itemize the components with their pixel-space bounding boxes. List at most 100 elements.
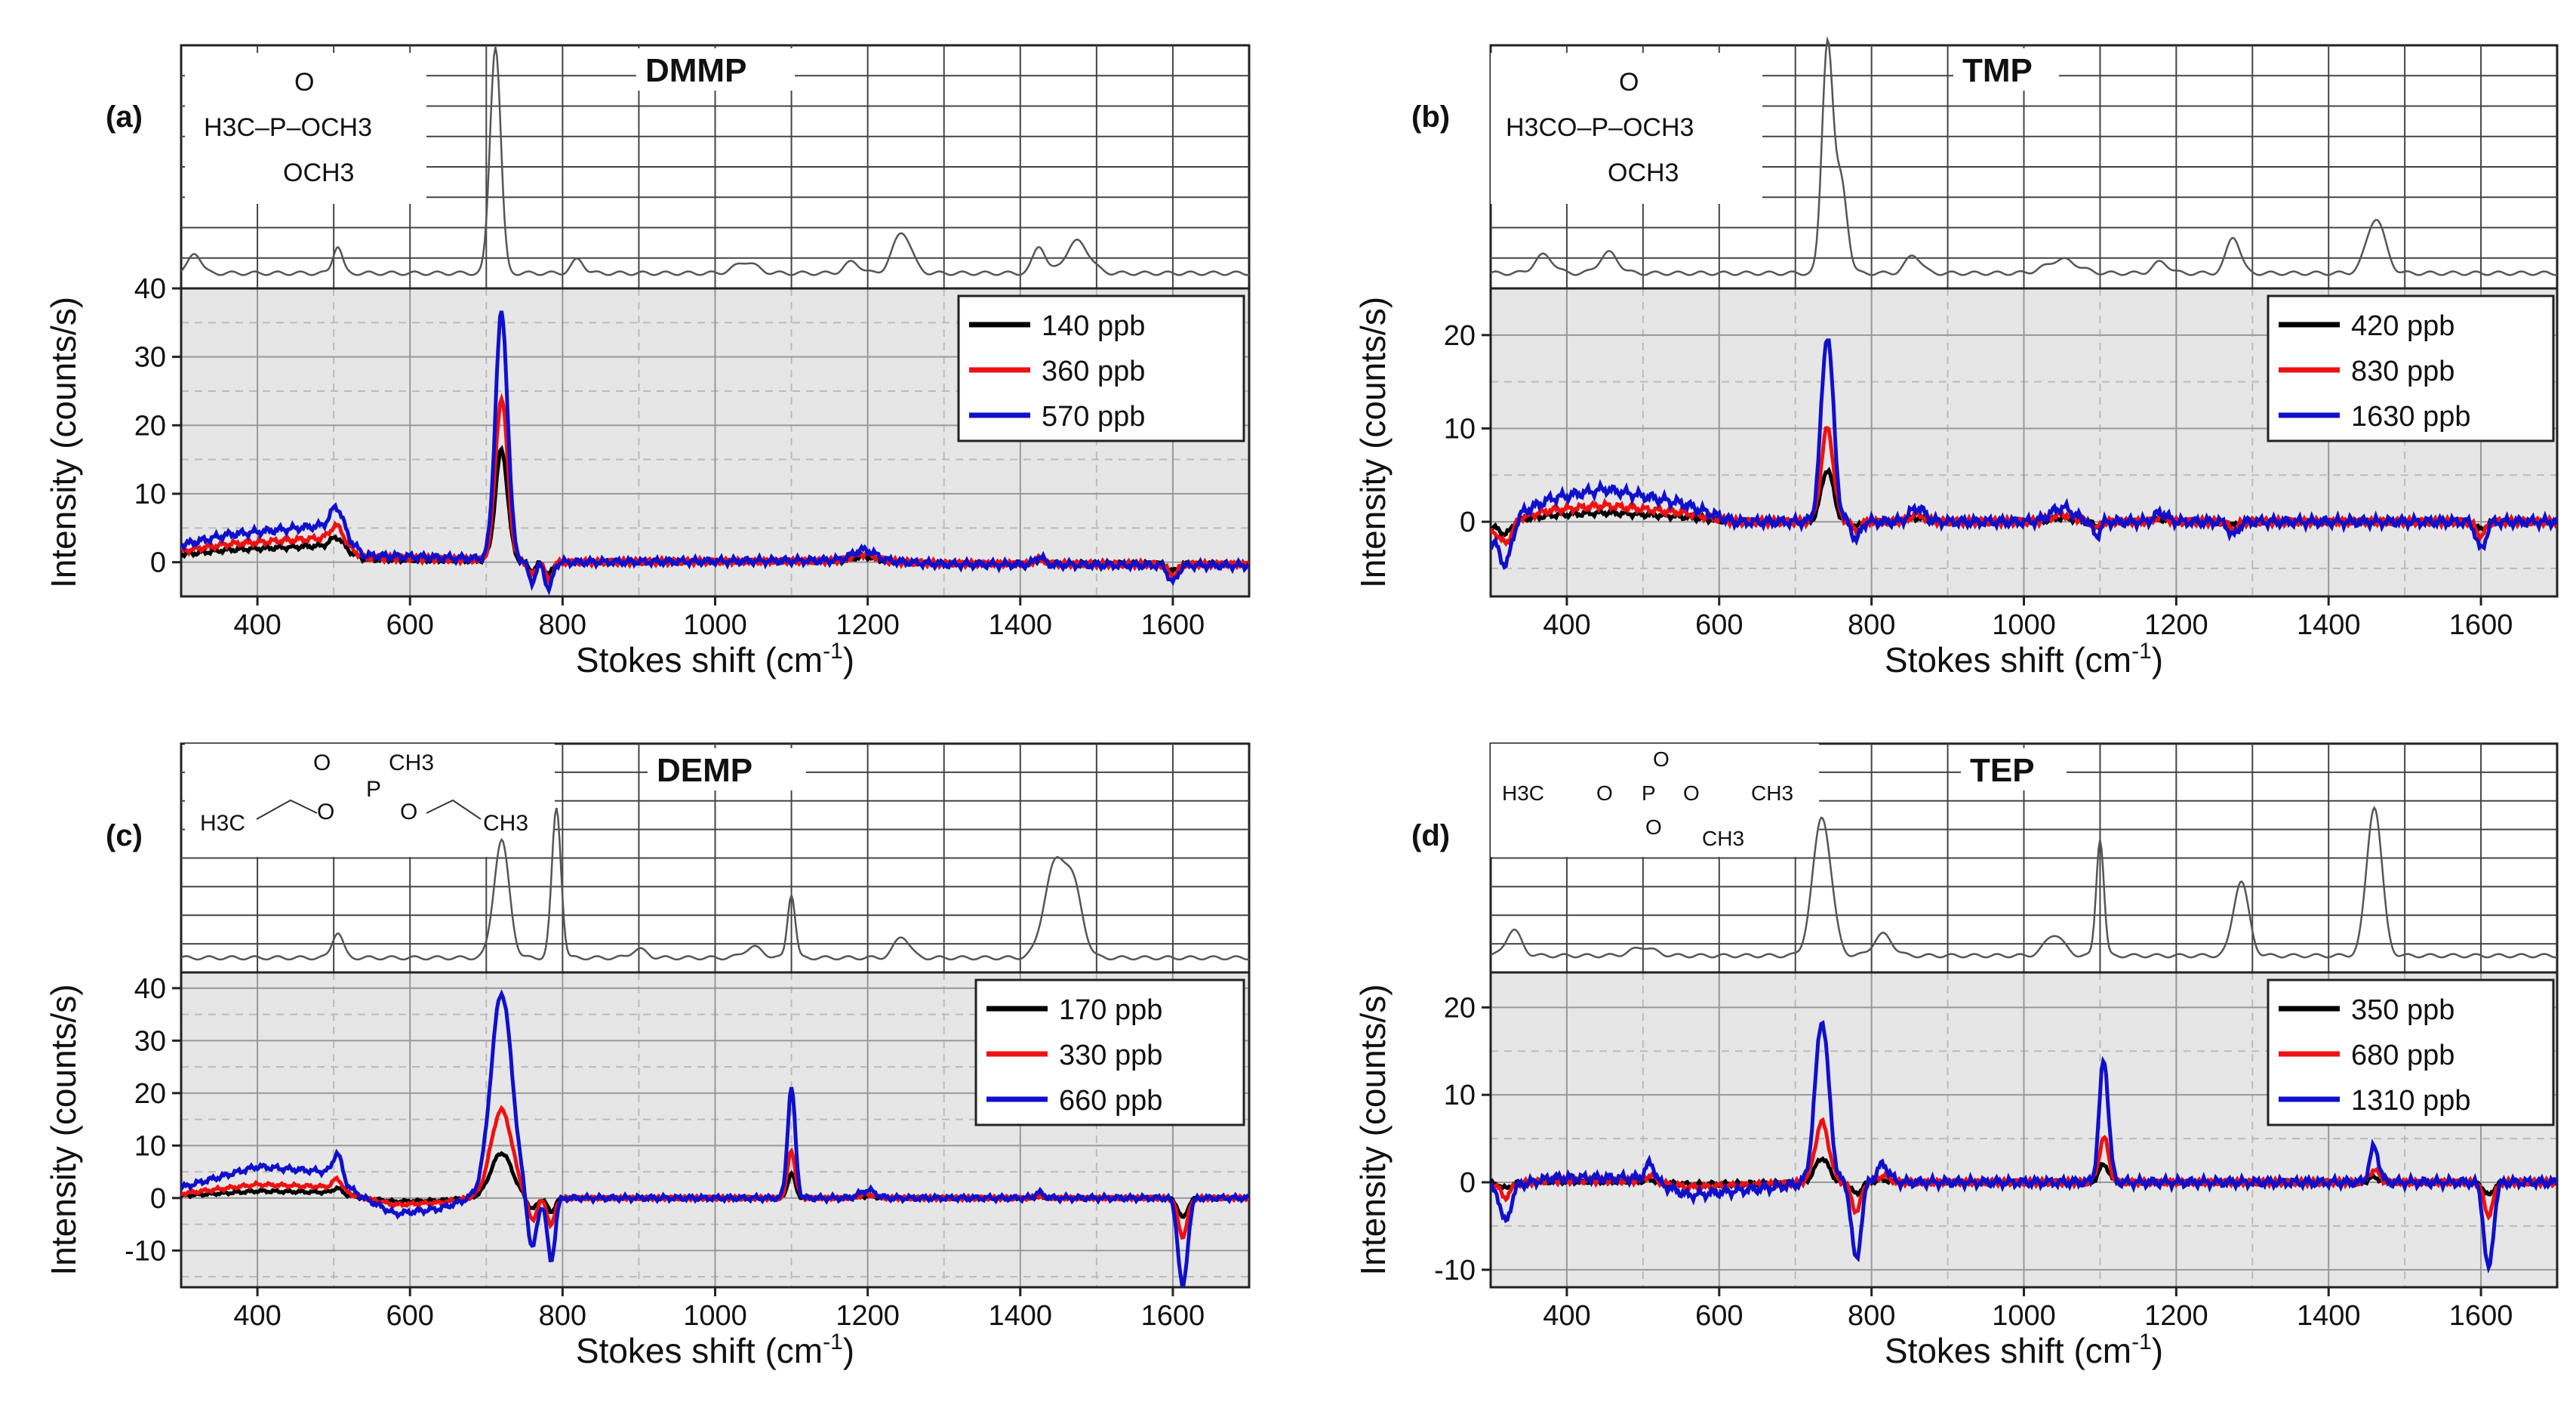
x-axis-label-text: Stokes shift (cm	[576, 640, 823, 679]
legend-label: 360 ppb	[1042, 356, 1145, 387]
x-tick-label: 1600	[2449, 1300, 2513, 1332]
legend-label: 1310 ppb	[2351, 1085, 2471, 1117]
x-axis-label-text: Stokes shift (cm	[1885, 1331, 2131, 1370]
structure-text: H3C	[200, 811, 245, 836]
compound-title: DEMP	[657, 752, 752, 789]
reference-spectrum-line	[1490, 806, 2558, 959]
x-tick-label: 1200	[2144, 609, 2208, 641]
y-tick-label: 20	[134, 410, 166, 442]
structure-text: CH3	[1702, 827, 1744, 850]
x-axis-label-sup: -1	[823, 1330, 843, 1354]
x-tick-label: 800	[539, 609, 586, 641]
reference-spectrum-line	[180, 807, 1250, 961]
legend-label: 660 ppb	[1059, 1085, 1162, 1117]
y-tick-label: 10	[134, 1130, 166, 1162]
structure-text: H3C	[1502, 781, 1544, 805]
compound-title-bg	[1953, 48, 2059, 91]
reference-spectrum-line	[1490, 35, 2558, 276]
legend-label: 350 ppb	[2351, 994, 2454, 1026]
structure-text: OCH3	[283, 159, 354, 187]
x-tick-label: 1600	[2449, 609, 2513, 641]
compound-title-bg	[1961, 748, 2067, 790]
structure-text: O	[294, 68, 314, 97]
panel-label: (b)	[1411, 100, 1450, 134]
y-tick-label: 30	[134, 342, 166, 374]
x-tick-label: 400	[233, 1300, 281, 1332]
legend-label: 420 ppb	[2351, 310, 2454, 342]
structure-text: O	[1653, 747, 1670, 771]
structure-text: CH3	[1751, 781, 1793, 805]
x-axis-label: Stokes shift (cm-1)	[576, 639, 854, 679]
x-axis-label-close: )	[843, 1331, 854, 1370]
x-axis-label-close: )	[2152, 1331, 2163, 1370]
structure-text: O	[1683, 781, 1700, 805]
structure-bond	[426, 799, 482, 820]
structure-text: O	[317, 800, 334, 824]
legend-label: 830 ppb	[2351, 356, 2454, 387]
x-tick-label: 400	[1543, 1300, 1590, 1332]
structure-text: H3C–P–OCH3	[204, 113, 372, 142]
structure-text: P	[1642, 781, 1656, 805]
x-axis-label: Stokes shift (cm-1)	[576, 1330, 854, 1370]
compound-title: DMMP	[645, 52, 746, 89]
legend-label: 570 ppb	[1042, 401, 1145, 433]
x-tick-label: 1000	[1992, 609, 2056, 641]
y-tick-label: 20	[134, 1078, 166, 1110]
structure-box	[1491, 53, 1762, 204]
series-line-570-ppb	[181, 310, 1249, 596]
structure-box	[185, 53, 426, 204]
x-tick-label: 1000	[683, 609, 747, 641]
x-tick-label: 800	[1848, 609, 1895, 641]
legend-label: 170 ppb	[1059, 994, 1162, 1026]
x-tick-label: 1400	[989, 609, 1053, 641]
structure-text: O	[1645, 815, 1662, 839]
x-tick-label: 600	[1695, 609, 1743, 641]
structure-box	[1491, 744, 1819, 857]
structure-bond	[256, 799, 318, 820]
x-axis-label-text: Stokes shift (cm	[1885, 640, 2131, 679]
x-axis-label: Stokes shift (cm-1)	[1885, 639, 2163, 679]
legend-label: 1630 ppb	[2351, 401, 2471, 433]
x-tick-label: 1200	[836, 609, 900, 641]
y-tick-label: 10	[1444, 413, 1476, 445]
compound-title-bg	[636, 48, 795, 91]
x-tick-label: 1400	[989, 1300, 1053, 1332]
y-tick-label: 0	[1460, 1167, 1476, 1199]
y-tick-label: 20	[1444, 992, 1476, 1024]
x-tick-label: 1200	[836, 1300, 900, 1332]
x-axis-label-close: )	[2152, 640, 2163, 679]
structure-text: O	[1619, 68, 1639, 97]
x-axis-label-sup: -1	[2131, 639, 2152, 664]
series-line-680-ppb	[1491, 1117, 2557, 1222]
structure-text: CH3	[483, 811, 528, 836]
x-tick-label: 1000	[683, 1300, 747, 1332]
series-line-1630-ppb	[1491, 338, 2557, 571]
panel-label: (c)	[106, 819, 143, 852]
legend-label: 680 ppb	[2351, 1040, 2454, 1071]
structure-text: O	[1596, 781, 1613, 805]
panel-label: (d)	[1411, 819, 1450, 852]
y-tick-label: 40	[134, 273, 166, 305]
legend-label: 330 ppb	[1059, 1040, 1162, 1071]
structure-box	[185, 744, 555, 857]
y-tick-label: 10	[1444, 1080, 1476, 1111]
x-tick-label: 400	[1543, 609, 1590, 641]
structure-text: H3CO–P–OCH3	[1506, 113, 1694, 142]
y-tick-label: 40	[134, 973, 166, 1005]
x-tick-label: 600	[1695, 1300, 1743, 1332]
reference-spectrum-line	[180, 46, 1250, 276]
y-tick-label: 10	[134, 479, 166, 510]
compound-title-bg	[648, 748, 806, 790]
structure-text: O	[313, 750, 331, 775]
x-axis-label-text: Stokes shift (cm	[576, 1331, 823, 1370]
y-tick-label: 0	[150, 1183, 166, 1215]
series-line-660-ppb	[181, 989, 1249, 1287]
y-axis-label: Intensity (counts/s)	[44, 984, 83, 1275]
x-tick-label: 1200	[2144, 1300, 2208, 1332]
compound-title: TEP	[1970, 752, 2035, 789]
structure-text: OCH3	[1608, 159, 1679, 187]
